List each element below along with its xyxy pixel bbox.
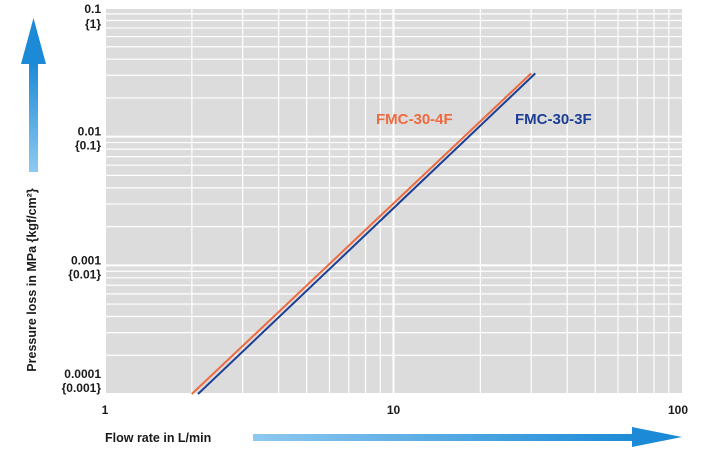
series-lines [191,72,536,395]
x-tick-label: 100 [668,403,688,417]
grid [104,7,682,395]
y-tick-label: 0.1 [84,2,101,16]
y-tick-sublabel: {1} [85,17,101,31]
series-label: FMC-30-4F [376,111,453,128]
y-tick-label: 0.01 [78,125,102,139]
y-tick-sublabel: {0.001} [62,381,102,395]
y-axis-title: Pressure loss in MPa {kgf/cm²} [25,188,39,372]
x-axis-title: Flow rate in L/min [105,431,211,445]
x-axis-arrow-shaft [253,434,638,441]
y-axis-arrow-head [21,18,46,64]
series-line [191,72,532,395]
series-line [197,72,536,395]
y-tick-sublabel: {0.01} [68,267,101,281]
y-axis-tick-labels: 0.1{1} 0.01{0.1} 0.001{0.01} 0.0001{0.001} [62,2,102,395]
y-axis: Pressure loss in MPa {kgf/cm²} [21,18,46,372]
y-axis-arrow-shaft [29,62,38,172]
series-labels: FMC-30-4F FMC-30-3F [376,111,592,128]
x-axis: Flow rate in L/min [105,427,682,447]
x-tick-label: 1 [102,403,109,417]
series-label: FMC-30-3F [515,111,592,128]
y-tick-label: 0.0001 [64,367,101,381]
x-tick-label: 10 [387,403,401,417]
x-axis-arrow-head [632,427,682,447]
y-tick-sublabel: {0.1} [75,139,101,153]
x-axis-tick-labels: 1 10 100 [102,403,689,417]
y-tick-label: 0.001 [71,253,101,267]
